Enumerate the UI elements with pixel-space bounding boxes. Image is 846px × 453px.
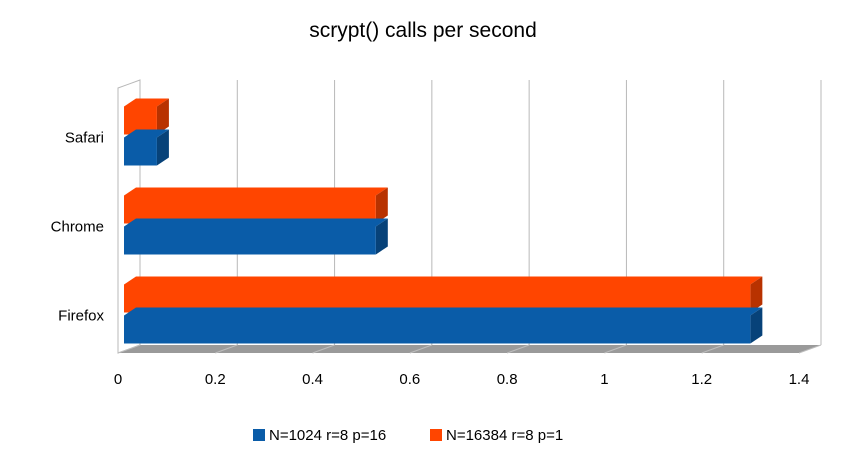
y-tick-label: Firefox <box>58 308 104 325</box>
bar-top <box>124 218 388 227</box>
x-tick-label: 0.8 <box>497 371 518 388</box>
x-tick-label: 0.2 <box>205 371 226 388</box>
legend-label-series-1: N=1024 r=8 p=16 <box>269 427 386 444</box>
y-tick-label: Safari <box>65 130 104 147</box>
bar-top <box>124 307 763 316</box>
x-tick-label: 1 <box>600 371 608 388</box>
y-tick-label: Chrome <box>51 219 104 236</box>
bar <box>124 137 157 166</box>
bar-end <box>750 307 763 344</box>
legend-swatch-series-1 <box>253 429 265 441</box>
floor-gridline <box>409 344 433 354</box>
bar-end <box>156 129 169 166</box>
bar-end <box>375 218 388 255</box>
floor-gridline <box>798 344 822 354</box>
bar <box>124 315 751 344</box>
x-tick-label: 0.6 <box>399 371 420 388</box>
chart-floor <box>118 345 821 353</box>
x-tick-label: 0.4 <box>302 371 323 388</box>
x-tick-label: 0 <box>114 371 122 388</box>
x-tick-label: 1.2 <box>691 371 712 388</box>
bar-top <box>124 187 388 196</box>
bar-end <box>375 187 388 224</box>
bar-top <box>124 276 763 285</box>
floor-gridline <box>506 344 530 354</box>
floor-gridline <box>701 344 724 354</box>
floor-gridline <box>604 344 627 354</box>
plot-area: 0 0.2 0.4 0.6 0.8 1 1.2 1.4 Safari Chrome Firefox <box>51 79 822 388</box>
chart-title: scrypt() calls per second <box>309 19 537 42</box>
legend: N=1024 r=8 p=16 N=16384 r=8 p=1 <box>253 427 563 444</box>
legend-swatch-series-2 <box>430 429 442 441</box>
bar-end <box>156 98 169 135</box>
bar-end <box>750 276 763 313</box>
bar-top <box>124 98 169 107</box>
legend-label-series-2: N=16384 r=8 p=1 <box>446 427 563 444</box>
bar <box>124 226 376 255</box>
floor-gridline <box>312 344 335 354</box>
bar-top <box>124 129 169 138</box>
floor-gridline <box>215 344 238 354</box>
floor-gridline <box>117 344 141 354</box>
x-tick-label: 1.4 <box>789 371 810 388</box>
